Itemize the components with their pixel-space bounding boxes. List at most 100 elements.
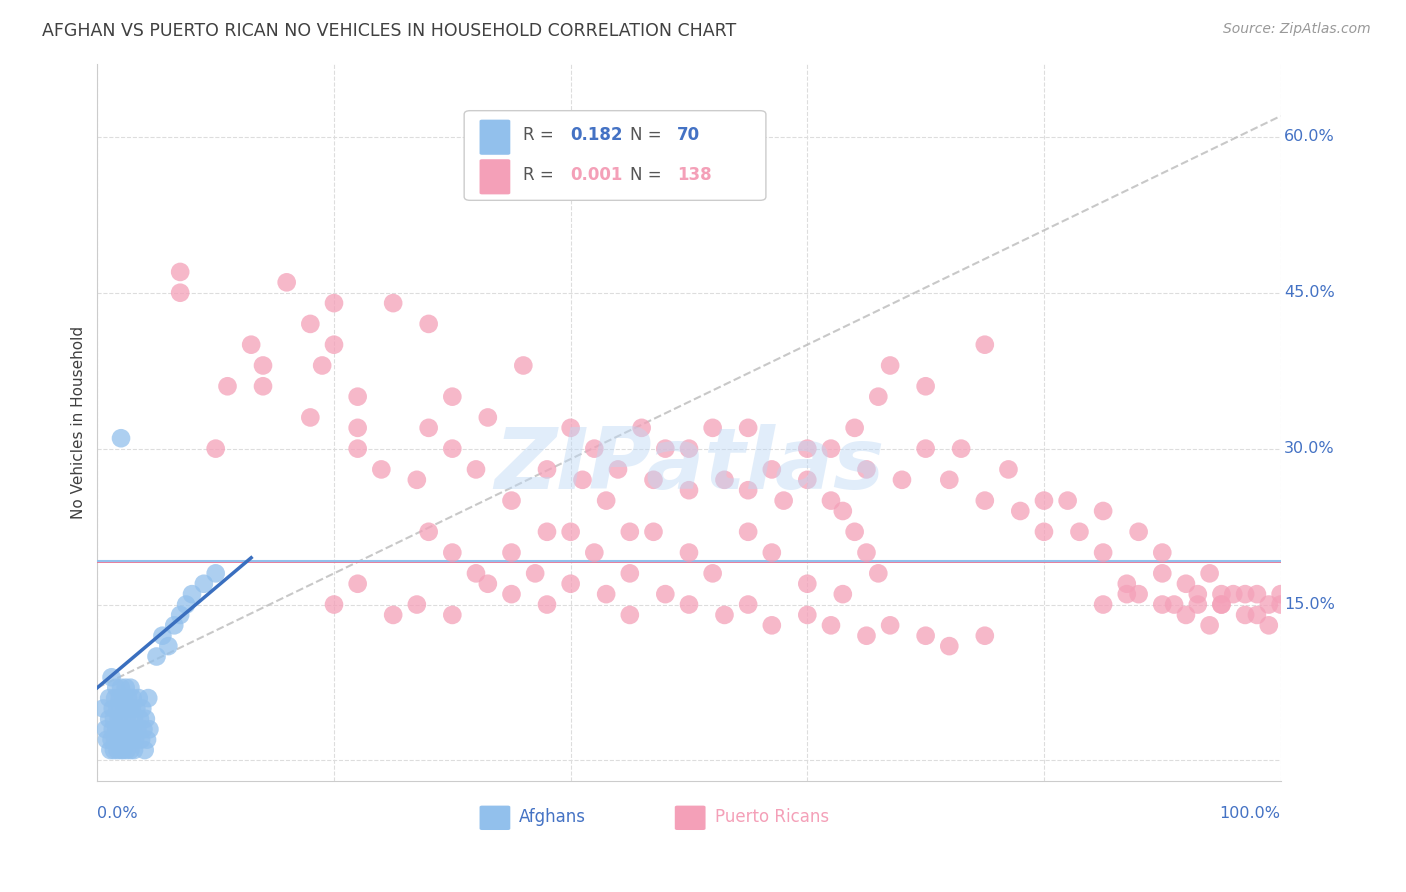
Text: R =: R = bbox=[523, 127, 560, 145]
Point bbox=[441, 442, 464, 456]
FancyBboxPatch shape bbox=[479, 160, 510, 194]
Point bbox=[1152, 598, 1174, 612]
Point bbox=[136, 691, 159, 706]
Point bbox=[441, 607, 464, 622]
Point bbox=[914, 629, 936, 643]
Point bbox=[1152, 545, 1174, 559]
Point bbox=[418, 524, 440, 539]
Point bbox=[879, 359, 901, 373]
Point bbox=[820, 442, 842, 456]
Point bbox=[1222, 587, 1244, 601]
Point bbox=[1128, 524, 1150, 539]
Point bbox=[536, 598, 558, 612]
Point bbox=[405, 598, 427, 612]
Point bbox=[501, 587, 523, 601]
Point bbox=[950, 442, 973, 456]
Text: AFGHAN VS PUERTO RICAN NO VEHICLES IN HOUSEHOLD CORRELATION CHART: AFGHAN VS PUERTO RICAN NO VEHICLES IN HO… bbox=[42, 22, 737, 40]
Point bbox=[465, 566, 488, 581]
Text: 70: 70 bbox=[678, 127, 700, 145]
FancyBboxPatch shape bbox=[675, 805, 706, 830]
Point bbox=[121, 691, 143, 706]
Point bbox=[311, 359, 333, 373]
Point bbox=[115, 712, 138, 726]
Point bbox=[98, 691, 121, 706]
Point bbox=[643, 524, 665, 539]
Point bbox=[323, 337, 346, 351]
Point bbox=[914, 442, 936, 456]
Point bbox=[107, 743, 129, 757]
Point bbox=[112, 691, 135, 706]
Point bbox=[973, 493, 995, 508]
Point bbox=[654, 442, 676, 456]
Point bbox=[477, 576, 499, 591]
Point bbox=[1163, 598, 1185, 612]
Point bbox=[299, 410, 322, 425]
Text: 45.0%: 45.0% bbox=[1284, 285, 1334, 301]
Point bbox=[868, 566, 890, 581]
Point bbox=[128, 691, 150, 706]
Point bbox=[114, 681, 136, 695]
Point bbox=[299, 317, 322, 331]
Text: 30.0%: 30.0% bbox=[1284, 442, 1334, 456]
Point bbox=[118, 723, 141, 737]
Point bbox=[114, 701, 136, 715]
Point bbox=[100, 732, 122, 747]
Point bbox=[100, 670, 122, 684]
Point bbox=[124, 732, 146, 747]
Y-axis label: No Vehicles in Household: No Vehicles in Household bbox=[72, 326, 86, 519]
Point bbox=[879, 618, 901, 632]
Point bbox=[713, 607, 735, 622]
Point bbox=[678, 598, 700, 612]
Point bbox=[1246, 607, 1268, 622]
Point bbox=[1092, 545, 1115, 559]
Point bbox=[98, 743, 121, 757]
Text: Afghans: Afghans bbox=[519, 808, 585, 826]
Point bbox=[129, 712, 152, 726]
Point bbox=[110, 431, 132, 445]
Text: 0.001: 0.001 bbox=[571, 166, 623, 184]
Point bbox=[346, 390, 368, 404]
Point bbox=[103, 712, 125, 726]
Point bbox=[702, 566, 724, 581]
Point bbox=[346, 576, 368, 591]
Point bbox=[138, 723, 160, 737]
Point bbox=[174, 598, 197, 612]
Point bbox=[678, 545, 700, 559]
Point bbox=[1033, 493, 1056, 508]
Point bbox=[678, 483, 700, 498]
Point bbox=[323, 296, 346, 310]
Point bbox=[1211, 598, 1233, 612]
Text: Puerto Ricans: Puerto Ricans bbox=[716, 808, 830, 826]
Point bbox=[108, 691, 131, 706]
Point bbox=[110, 681, 132, 695]
Text: Source: ZipAtlas.com: Source: ZipAtlas.com bbox=[1223, 22, 1371, 37]
Point bbox=[122, 743, 145, 757]
Point bbox=[855, 629, 877, 643]
Point bbox=[163, 618, 186, 632]
Point bbox=[135, 712, 157, 726]
Point bbox=[120, 743, 142, 757]
Point bbox=[1174, 576, 1197, 591]
Point bbox=[418, 317, 440, 331]
Text: 0.182: 0.182 bbox=[571, 127, 623, 145]
Point bbox=[1187, 587, 1209, 601]
Point bbox=[132, 723, 155, 737]
Point bbox=[418, 421, 440, 435]
Text: R =: R = bbox=[523, 166, 560, 184]
Point bbox=[1092, 504, 1115, 518]
Point bbox=[108, 723, 131, 737]
Point bbox=[117, 691, 139, 706]
Point bbox=[134, 743, 156, 757]
Point bbox=[1152, 566, 1174, 581]
Text: 0.0%: 0.0% bbox=[97, 806, 138, 822]
Point bbox=[111, 712, 134, 726]
Point bbox=[217, 379, 239, 393]
Point bbox=[820, 493, 842, 508]
Point bbox=[94, 723, 117, 737]
Point bbox=[737, 421, 759, 435]
Point bbox=[583, 545, 606, 559]
Point bbox=[157, 639, 180, 653]
Point bbox=[114, 723, 136, 737]
Point bbox=[103, 743, 125, 757]
Point bbox=[169, 265, 191, 279]
